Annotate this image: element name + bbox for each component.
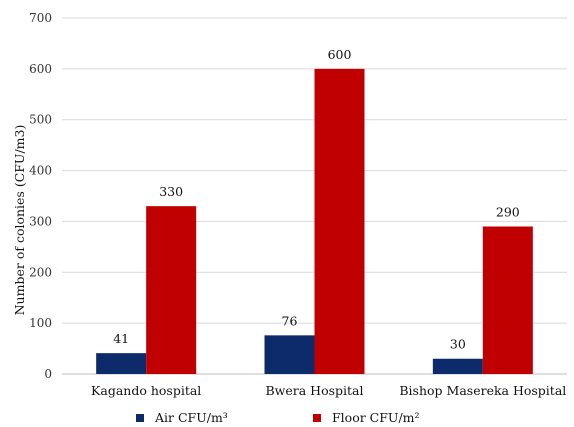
y-axis-label: Number of colonies (CFU/m3)	[12, 125, 27, 316]
x-category-label: Bwera Hospital	[266, 383, 364, 398]
bar-air-1	[264, 335, 315, 374]
bar-floor-1	[314, 68, 365, 374]
x-axis-categories: Kagando hospital Bwera Hospital Bishop Mas…	[91, 383, 566, 398]
y-tick-label: 200	[29, 265, 52, 279]
bar-air-0	[96, 353, 147, 374]
data-label: 330	[159, 184, 183, 199]
y-tick-label: 500	[29, 113, 52, 127]
legend: Air CFU/m³ Floor CFU/m²	[136, 410, 420, 425]
data-label: 600	[328, 47, 352, 62]
y-tick-label: 400	[29, 164, 52, 178]
y-tick-label: 300	[29, 214, 52, 228]
y-axis-ticks: 0 100 200 300 400 500 600 700	[29, 11, 52, 381]
y-tick-label: 600	[29, 62, 52, 76]
bar-floor-2	[482, 226, 533, 374]
legend-swatch-air	[136, 414, 144, 422]
y-tick-label: 700	[29, 11, 52, 25]
y-tick-label: 0	[44, 367, 52, 381]
data-label: 76	[282, 313, 298, 328]
bar-air-2	[432, 358, 483, 374]
legend-label-air: Air CFU/m³	[154, 410, 228, 425]
x-category-label: Bishop Masereka Hospital	[399, 383, 566, 398]
data-label: 290	[496, 205, 520, 220]
data-labels: 41 330 76 600 30 290	[113, 47, 520, 352]
data-label: 30	[450, 337, 466, 352]
bars	[96, 68, 533, 374]
legend-swatch-floor	[313, 414, 321, 422]
y-tick-label: 100	[29, 316, 52, 330]
x-category-label: Kagando hospital	[91, 383, 201, 398]
data-label: 41	[113, 331, 129, 346]
legend-label-floor: Floor CFU/m²	[332, 410, 420, 425]
bar-floor-0	[146, 206, 197, 374]
